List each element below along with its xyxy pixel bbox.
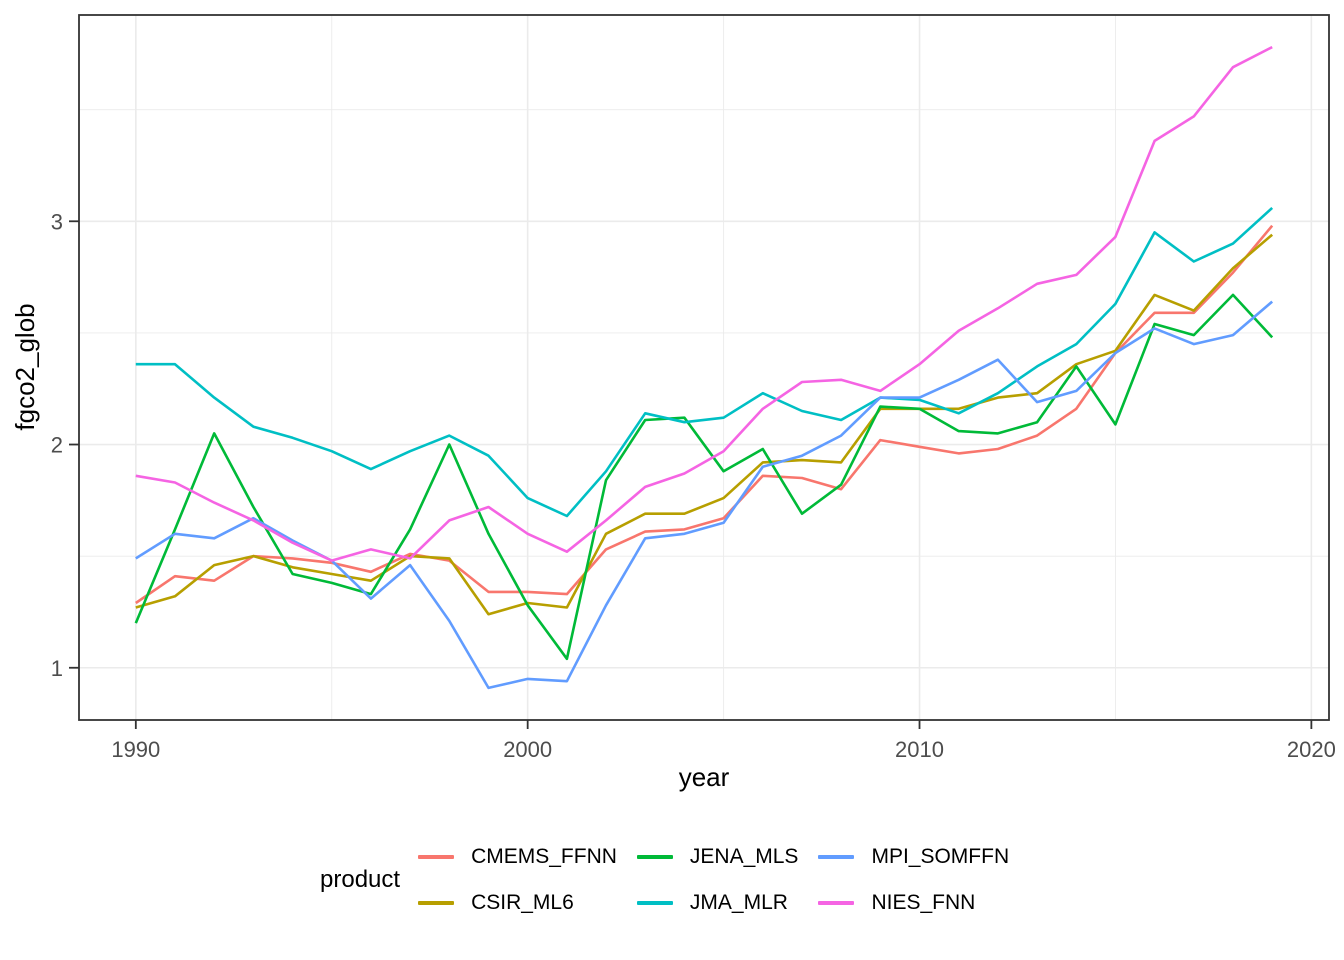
y-axis-title: fgco2_glob (10, 303, 40, 430)
major-gridlines (79, 15, 1329, 720)
legend-key-line (418, 855, 455, 859)
y-tick-label: 3 (51, 209, 63, 234)
series-line-CSIR_ML6 (135, 233, 1274, 616)
legend-item-JENA_MLS: JENA_MLS (636, 843, 799, 871)
legend-item-CSIR_ML6: CSIR_ML6 (418, 889, 617, 917)
legend-title: product (320, 866, 401, 893)
tick-labels: 1990 2000 2010 2020 1 2 3 (51, 209, 1336, 762)
y-tick-label: 2 (51, 433, 63, 458)
panel-border (78, 14, 1330, 721)
legend-key-line (636, 901, 673, 905)
legend-item-JMA_MLR: JMA_MLR (636, 889, 799, 917)
x-tick-label: 2020 (1287, 737, 1336, 762)
x-tick-label: 1990 (111, 737, 160, 762)
series-line-CMEMS_FFNN (135, 224, 1274, 605)
legend-label: JMA_MLR (689, 891, 788, 914)
legend-label: MPI_SOMFFN (871, 845, 1010, 868)
x-tick-label: 2010 (895, 737, 944, 762)
legend-label: JENA_MLS (689, 845, 799, 868)
x-tick-label: 2000 (503, 737, 552, 762)
legend-key-line (636, 855, 673, 859)
line-chart: 1990 2000 2010 2020 1 2 3 year fgco2_glob (10, 14, 1336, 792)
legend-key-line (418, 901, 455, 905)
legend-item-MPI_SOMFFN: MPI_SOMFFN (818, 843, 1009, 871)
legend-item-CMEMS_FFNN: CMEMS_FFNN (418, 843, 617, 871)
y-tick-label: 1 (51, 656, 63, 681)
series-line-MPI_SOMFFN (135, 300, 1274, 690)
legend-label: CMEMS_FFNN (471, 845, 617, 868)
minor-gridlines (79, 15, 1329, 720)
legend: product CMEMS_FFNN CSIR_ML6 JENA_MLS JMA_ML… (320, 843, 1009, 917)
legend-label: NIES_FNN (871, 891, 976, 914)
series-line-JMA_MLR (135, 206, 1274, 518)
legend-item-NIES_FNN: NIES_FNN (818, 889, 1009, 917)
axis-ticks (69, 220, 1313, 729)
x-axis-title: year (679, 762, 730, 792)
series-line-JENA_MLS (134, 293, 1274, 661)
legend-key-line (818, 901, 855, 905)
legend-key-line (818, 855, 855, 859)
legend-items: CMEMS_FFNN CSIR_ML6 JENA_MLS JMA_MLR MPI_SOM… (418, 843, 1009, 917)
legend-label: CSIR_ML6 (471, 891, 574, 914)
series-lines (134, 45, 1274, 690)
series-line-NIES_FNN (135, 45, 1273, 562)
